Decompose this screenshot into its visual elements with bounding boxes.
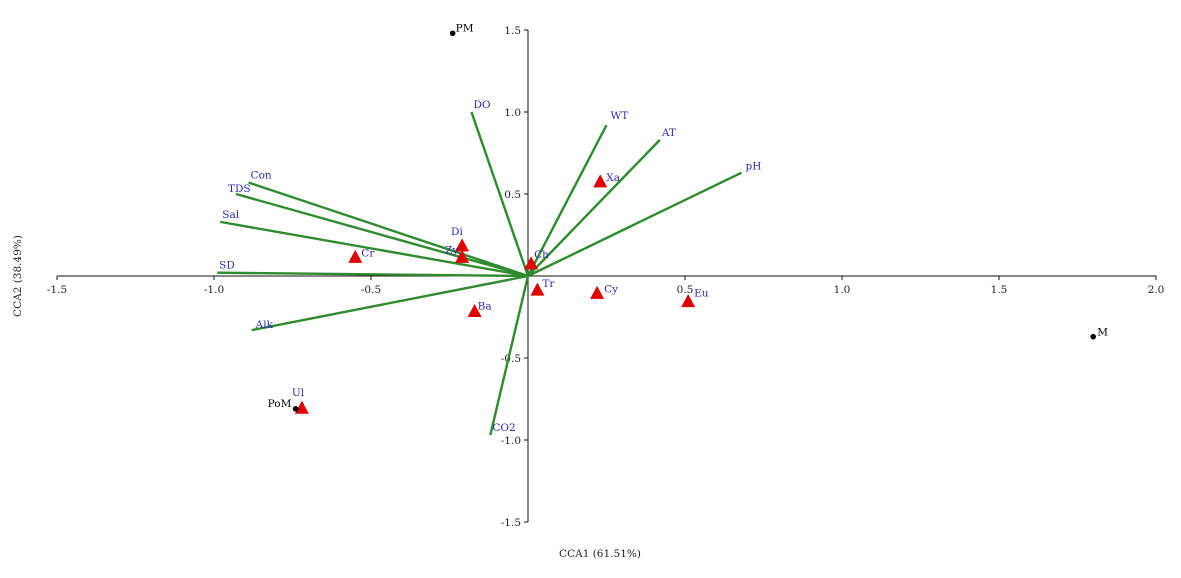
species-marker-eu [681,294,696,308]
species-marker-cr [348,249,363,263]
site-label-pom: PoM [268,398,292,410]
species-marker-ba [467,303,482,317]
y-tick-label: -0.5 [501,353,521,365]
x-tick-label: 1.0 [834,284,851,296]
species-marker-ch [524,256,539,270]
vector-label-ph: pH [746,161,762,173]
site-marker-pom [292,406,299,412]
y-tick-label: 0.5 [504,189,521,201]
y-tick-label: 1.5 [504,25,521,37]
site-marker-m [1090,333,1096,340]
species-label-tr: Tr [542,278,555,290]
y-axis-title: CCA2 (38.49%) [12,235,24,317]
species-label-zy: Zy [445,244,458,256]
vector-label-alk: Alk [255,319,274,331]
x-tick-label: -1.5 [47,284,67,296]
species-points: Xa Di Zy Cr Ch Tr Cy Eu Ba Ul [292,172,709,414]
site-label-m: M [1097,327,1108,339]
x-tick-label: 1.5 [991,284,1008,296]
x-tick-label: -1.0 [204,284,224,296]
vector-co2 [489,275,530,436]
species-marker-di [455,238,470,252]
site-points: PM M PoM [268,22,1108,412]
vector-label-con: Con [251,170,272,182]
species-label-cr: Cr [361,247,375,259]
species-label-cy: Cy [604,283,618,295]
species-label-di: Di [451,226,463,238]
species-marker-cy [590,285,605,299]
axes: -1.5 -1.0 -0.5 0.5 1.0 1.5 2.0 1.5 1.0 0.5 -0.5 -1.… [47,25,1164,529]
species-marker-zy [455,249,470,263]
x-tick-label: 0.5 [677,284,694,296]
vector-label-tds: TDS [228,183,251,195]
vector-ph [527,171,743,278]
species-marker-tr [530,282,545,296]
species-label-ch: Ch [534,249,549,261]
vector-sd [217,271,529,278]
species-marker-xa [593,174,608,188]
vector-do [470,111,530,277]
y-tick-label: -1.0 [501,435,521,447]
species-marker-ul [294,400,309,414]
vector-at [527,139,661,277]
vector-con [248,181,529,278]
vector-label-sal: Sal [222,209,239,221]
y-tick-label: 1.0 [504,107,521,119]
x-tick-label: -0.5 [361,284,381,296]
site-label-pm: PM [456,22,474,34]
vector-label-wt: WT [611,110,629,122]
vector-label-do: DO [473,99,490,111]
species-label-eu: Eu [694,288,709,300]
x-axis-title: CCA1 (61.51%) [559,548,641,560]
species-label-xa: Xa [606,172,620,184]
y-tick-label: -1.5 [501,517,521,529]
site-marker-pm [449,30,456,37]
vector-label-at: AT [661,127,676,139]
vector-sal [220,220,529,278]
species-label-ba: Ba [478,300,492,312]
vector-label-sd: SD [219,260,235,272]
vector-label-co2: CO2 [492,422,515,434]
vector-alk [251,274,529,332]
x-tick-label: 2.0 [1148,284,1165,296]
species-label-ul: Ul [292,387,305,399]
vector-tds [235,192,529,278]
vector-wt [526,124,608,277]
